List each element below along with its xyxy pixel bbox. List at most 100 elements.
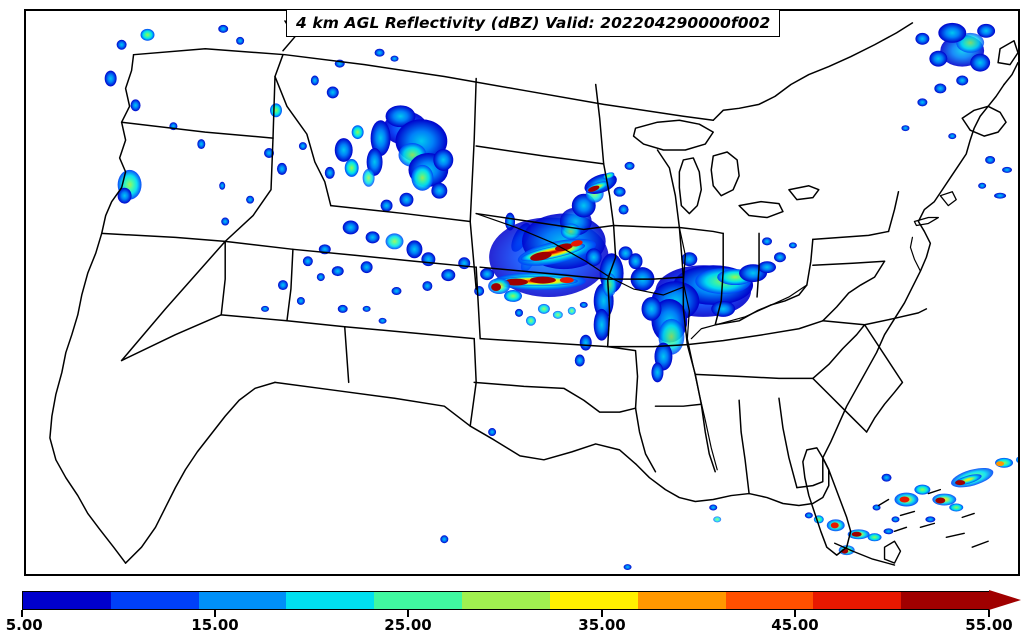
page-title: 4 km AGL Reflectivity (dBZ) Valid: 20220… bbox=[296, 14, 771, 32]
state-line-nv-ut bbox=[220, 240, 226, 316]
echo-montana bbox=[310, 48, 399, 179]
state-line-id-mt bbox=[274, 75, 332, 207]
state-line-co-nm bbox=[343, 326, 475, 340]
colorbar-label-2: 25.00 bbox=[384, 616, 432, 634]
state-line-il-in bbox=[714, 232, 724, 326]
state-line-ar-la bbox=[654, 403, 703, 407]
colorbar-tick-labels: 5.00 15.00 25.00 35.00 45.00 55.00 bbox=[0, 616, 1033, 638]
mexico-border bbox=[274, 381, 637, 465]
state-line-nd-mn bbox=[594, 83, 605, 165]
state-line-oh-ky bbox=[770, 284, 808, 306]
chesapeake-bay bbox=[909, 236, 921, 272]
state-line-ok-ar bbox=[606, 345, 639, 409]
cuba-north-coast bbox=[834, 542, 896, 566]
echo-texas-isolated bbox=[440, 428, 722, 571]
colorbar-bands bbox=[22, 591, 990, 610]
state-line-tn-ms-al-ga bbox=[694, 373, 814, 380]
lake-huron bbox=[710, 151, 740, 197]
state-line-tn-ky bbox=[686, 320, 824, 346]
ohio-river bbox=[690, 284, 808, 340]
colorbar-band-3 bbox=[286, 592, 375, 609]
state-line-az-nm bbox=[343, 326, 350, 384]
state-line-ok-tx bbox=[473, 381, 637, 413]
state-line-mo-ar bbox=[606, 343, 689, 348]
colorbar-band-0 bbox=[23, 592, 111, 609]
echo-great-basin bbox=[261, 273, 387, 324]
cape-cod bbox=[939, 191, 957, 207]
state-line-pa-ny bbox=[812, 230, 890, 241]
state-line-nd-sd bbox=[475, 145, 605, 165]
colorbar-band-5 bbox=[462, 592, 550, 609]
us-canada-border bbox=[132, 47, 714, 121]
state-line-nc-va bbox=[863, 308, 928, 326]
florida-peninsula bbox=[802, 447, 852, 556]
state-line-id-nv-ut bbox=[224, 240, 356, 257]
lake-superior bbox=[632, 119, 714, 151]
nova-scotia bbox=[961, 105, 1007, 137]
colorbar-tick-2 bbox=[407, 610, 410, 617]
state-line-mn-ia bbox=[612, 224, 681, 229]
colorbar-band-6 bbox=[549, 592, 638, 609]
state-line-wa-or bbox=[120, 121, 274, 139]
state-line-mn-wi bbox=[656, 149, 681, 229]
state-line-pa-md bbox=[812, 260, 886, 266]
colorbar-band-4 bbox=[374, 592, 463, 609]
state-line-or-id bbox=[224, 137, 274, 243]
colorbar-tick-marks bbox=[0, 610, 1033, 618]
state-line-sd-ne bbox=[475, 212, 615, 231]
bahamas-islands bbox=[877, 488, 989, 548]
colorbar-band-8 bbox=[725, 592, 814, 609]
echo-colorado bbox=[302, 220, 485, 296]
colorbar-tick-0 bbox=[21, 610, 24, 617]
echo-oregon-idaho bbox=[219, 103, 307, 226]
state-line-tx-la bbox=[634, 407, 657, 473]
lake-erie bbox=[738, 200, 784, 219]
state-line-ia-il bbox=[678, 226, 685, 278]
gulf-coast bbox=[634, 457, 830, 507]
colorbar-band-1 bbox=[110, 592, 199, 609]
baja-peninsula bbox=[124, 381, 276, 564]
state-line-ia-mo bbox=[606, 276, 685, 280]
state-line-la-ms bbox=[700, 403, 716, 473]
state-line-ga-sc bbox=[812, 377, 868, 433]
conus-map bbox=[49, 20, 1018, 571]
state-line-ks-mo bbox=[606, 278, 611, 348]
long-island bbox=[913, 216, 939, 227]
state-line-wi-il bbox=[678, 226, 724, 235]
state-line-nv-az bbox=[120, 314, 222, 362]
colorbar-label-3: 35.00 bbox=[578, 616, 626, 634]
canada-interior bbox=[712, 22, 914, 121]
maritimes bbox=[1003, 61, 1018, 86]
colorbar-band-9 bbox=[813, 592, 902, 609]
colorbar-tick-1 bbox=[214, 610, 217, 617]
mississippi-river bbox=[678, 226, 718, 471]
echo-kansas-scattered bbox=[515, 301, 588, 326]
lake-michigan bbox=[678, 157, 703, 215]
geography-layer bbox=[49, 20, 1018, 566]
state-line-ne-ks bbox=[479, 266, 609, 280]
state-line-wy-sd bbox=[469, 220, 477, 290]
state-line-mt-wy bbox=[330, 204, 471, 223]
colorbar-label-0: 5.00 bbox=[5, 616, 43, 634]
state-line-sc-nc bbox=[863, 324, 904, 433]
state-line-ut-co bbox=[286, 248, 294, 322]
state-line-ga-fl bbox=[796, 457, 824, 489]
echo-kansas-squall-line bbox=[480, 184, 609, 302]
state-line-ca-nv bbox=[120, 240, 226, 362]
state-line-va-wv-md bbox=[822, 260, 886, 322]
radar-echo-layer bbox=[104, 22, 1018, 571]
atlantic-coast bbox=[822, 83, 1005, 459]
colorbar-label-4: 45.00 bbox=[771, 616, 819, 634]
colorbar-band-2 bbox=[198, 592, 287, 609]
state-line-ms-al bbox=[738, 399, 750, 495]
figure-title-box: 4 km AGL Reflectivity (dBZ) Valid: 20220… bbox=[286, 9, 781, 37]
colorbar-tick-5 bbox=[988, 610, 991, 617]
state-line-sd-mn-ia bbox=[602, 163, 615, 227]
echo-bahamas bbox=[872, 456, 1018, 523]
state-line-ks-ok bbox=[479, 337, 609, 348]
state-line-mo-il bbox=[682, 276, 689, 346]
andros-island bbox=[883, 540, 902, 564]
echo-ohio-tennessee-valley bbox=[628, 252, 776, 383]
colorbar: 5.00 15.00 25.00 35.00 45.00 55.00 bbox=[0, 586, 1033, 640]
